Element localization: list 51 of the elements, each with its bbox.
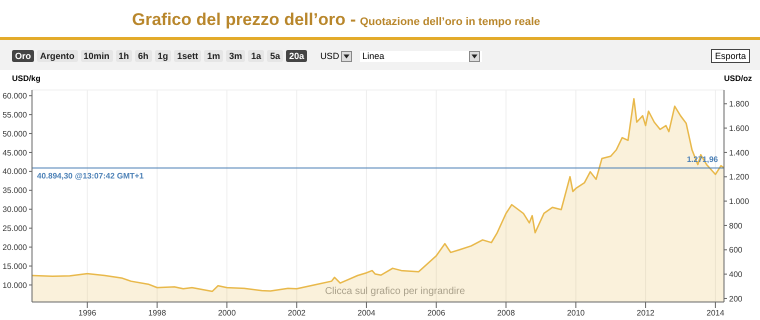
y-tick-label: 55.000 xyxy=(2,110,28,120)
x-tick-label: 2012 xyxy=(636,308,656,318)
text: 1m xyxy=(204,50,224,62)
y-axis-title: USD/kg xyxy=(12,74,40,83)
y2-axis-title: USD/oz xyxy=(724,74,752,83)
x-tick-label: 2002 xyxy=(288,308,306,318)
x-tick-label: 1998 xyxy=(148,308,167,318)
text: 1a xyxy=(248,50,264,62)
y2-tick-label: 1.600 xyxy=(729,124,750,133)
x-tick-label: 2014 xyxy=(706,308,725,318)
chart-title: Grafico del prezzo dell’oro - xyxy=(132,10,356,29)
text: 10min xyxy=(80,50,113,62)
text: Esporta xyxy=(710,49,750,63)
y2-tick-label: 400 xyxy=(729,270,743,279)
text: 1sett xyxy=(174,50,202,62)
y-tick-label: 25.000 xyxy=(2,224,28,234)
x-tick-label: 2008 xyxy=(497,308,516,318)
y-tick-label: 45.000 xyxy=(2,148,28,158)
y-tick-label: 35.000 xyxy=(2,186,28,196)
text: USD xyxy=(320,50,340,62)
x-tick-label: 2000 xyxy=(218,308,236,318)
chart-subtitle: Quotazione dell’oro in tempo reale xyxy=(360,16,540,28)
y2-tick-label: 800 xyxy=(729,221,743,230)
y-tick-label: 60.000 xyxy=(2,92,28,101)
text: Argento xyxy=(37,50,78,62)
y-tick-label: 20.000 xyxy=(2,242,28,252)
text: Oro xyxy=(12,50,34,62)
text: 5a xyxy=(267,50,284,62)
y2-tick-label: 600 xyxy=(729,246,743,255)
text: 1g xyxy=(154,50,172,62)
text: 6h xyxy=(135,50,152,62)
y2-tick-label: 1.800 xyxy=(729,100,750,109)
y2-tick-label: 1.400 xyxy=(729,148,750,158)
y2-tick-label: 200 xyxy=(729,294,743,304)
annotation: Clicca sul grafico per ingrandire xyxy=(324,286,466,297)
x-tick-label: 2006 xyxy=(427,308,446,318)
text: 20a xyxy=(286,50,308,62)
x-tick-label: 1996 xyxy=(78,308,97,318)
text: Linea xyxy=(360,50,482,62)
y-tick-label: 40.000 xyxy=(2,167,28,176)
text: 1h xyxy=(116,50,132,62)
x-tick-label: 2004 xyxy=(358,308,376,318)
x-tick-label: 2010 xyxy=(566,308,586,318)
ref-line-label: 40.894,30 @13:07:42 GMT+1 xyxy=(37,172,144,181)
y2-tick-label: 1.000 xyxy=(729,196,750,206)
text: 3m xyxy=(226,50,246,62)
y-tick-label: 15.000 xyxy=(2,262,28,271)
y2-tick-label: 1.200 xyxy=(729,172,750,182)
y-tick-label: 50.000 xyxy=(2,129,28,138)
y-tick-label: 30.000 xyxy=(2,205,28,214)
y-tick-label: 10.000 xyxy=(2,280,28,290)
